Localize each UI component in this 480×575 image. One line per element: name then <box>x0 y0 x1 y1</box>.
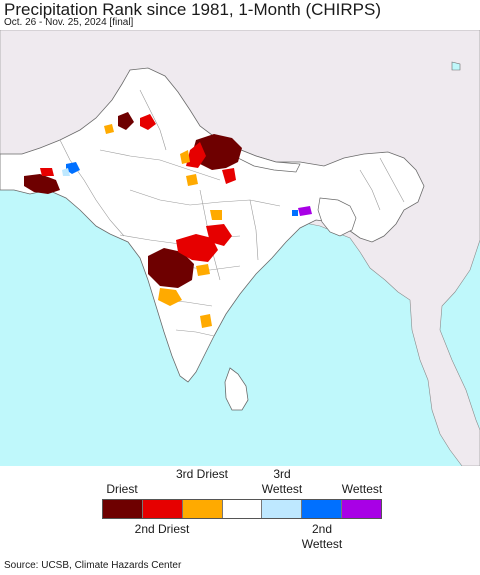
legend-label-2nd-driest: 2nd Driest <box>134 522 190 536</box>
legend-swatch-driest <box>103 500 143 518</box>
patch-ne-wettest <box>298 206 312 216</box>
map-title: Precipitation Rank since 1981, 1-Month (… <box>4 0 381 19</box>
legend-label-2nd-wettest: 2nd Wettest <box>301 522 343 551</box>
patch-central-driest <box>148 248 194 288</box>
legend-swatch-normal <box>222 500 263 518</box>
patch-central-3rd-b <box>196 264 210 276</box>
patch-nw-2nd <box>140 114 156 130</box>
precipitation-rank-map <box>0 30 480 466</box>
patch-north-2nd-b <box>222 168 236 184</box>
precipitation-patches <box>24 112 312 328</box>
lake-marker <box>451 61 461 71</box>
legend-label-driest: Driest <box>106 482 138 496</box>
patch-north-2nd <box>186 142 206 168</box>
legend-swatch-3rd-wettest <box>262 500 303 518</box>
source-credit: Source: UCSB, Climate Hazards Center <box>4 560 182 571</box>
patch-sindh-2nd <box>40 168 54 176</box>
patch-sindh-wet <box>66 162 80 174</box>
patch-nw-driest <box>118 112 134 130</box>
patch-north-driest <box>192 134 242 170</box>
patch-central-3rd-c <box>210 210 222 220</box>
patch-nw-3rd <box>104 124 114 134</box>
legend-swatch-2nd-driest <box>142 500 183 518</box>
legend-swatch-3rd-driest <box>182 500 223 518</box>
legend-swatch-2nd-wettest <box>302 500 343 518</box>
patch-ne-2ndwet <box>292 210 298 216</box>
patch-central-2nd-b <box>206 224 232 246</box>
legend-color-bar <box>102 499 382 519</box>
patch-sindh-driest <box>24 174 60 194</box>
region-land <box>0 67 425 383</box>
legend-label-3rd-wettest: 3rd Wettest <box>261 467 303 496</box>
sri-lanka <box>224 367 249 411</box>
legend-label-3rd-driest: 3rd Driest <box>175 467 228 481</box>
legend-label-wettest: Wettest <box>341 482 383 496</box>
bangladesh <box>317 197 357 237</box>
patch-north-3rd-b <box>186 174 198 186</box>
patch-central-3rd <box>158 288 182 306</box>
patch-central-2nd <box>176 234 218 262</box>
map-date-range: Oct. 26 - Nov. 25, 2024 [final] <box>4 17 134 28</box>
patch-south-3rd <box>200 314 212 328</box>
patch-north-3rd <box>180 150 190 164</box>
nepal <box>235 147 301 173</box>
legend-swatch-wettest <box>342 500 382 518</box>
patch-sindh-3rdwet <box>62 168 70 176</box>
